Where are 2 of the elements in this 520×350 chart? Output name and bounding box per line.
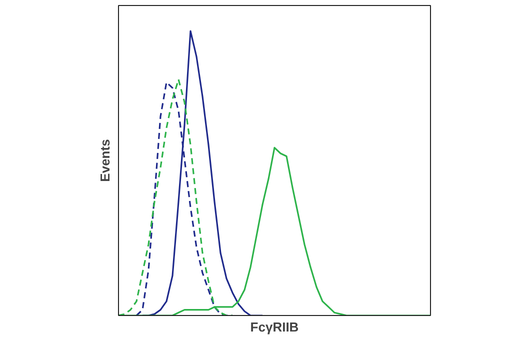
y-axis-title: Events — [98, 139, 112, 182]
x-axis-title: FcγRIIB — [250, 320, 299, 334]
